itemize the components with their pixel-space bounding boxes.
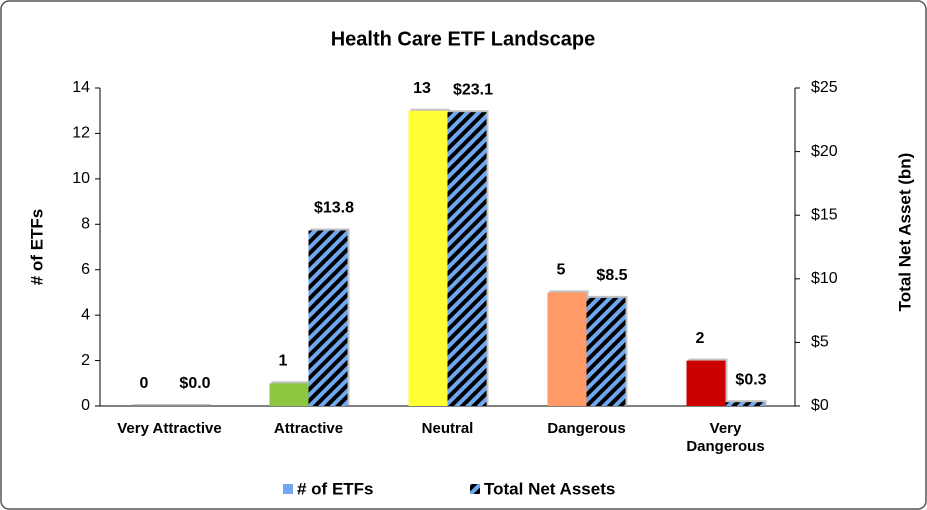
bar — [408, 110, 448, 406]
y2-tick-label: $10 — [811, 270, 838, 287]
data-label: $0.0 — [179, 375, 210, 392]
bar — [586, 297, 626, 406]
x-tick-label-box: Neutral — [421, 420, 474, 437]
x-tick-label: Dangerous — [547, 420, 626, 437]
data-label: 2 — [696, 330, 705, 347]
data-label: $13.8 — [314, 200, 354, 217]
x-tick-label: Neutral — [421, 420, 474, 437]
x-tick-label: Very Attractive — [117, 420, 222, 437]
y-tick-label: 4 — [81, 306, 90, 323]
data-label: 0 — [140, 375, 149, 392]
bar — [725, 402, 765, 406]
y-tick-label: 0 — [81, 397, 90, 414]
x-tick-label-box: Very Attractive — [117, 420, 222, 437]
data-label: $0.3 — [735, 371, 766, 388]
bar — [269, 383, 309, 406]
data-label: 1 — [279, 353, 288, 370]
data-label: 5 — [557, 262, 566, 279]
legend-swatch — [470, 484, 480, 494]
x-tick-label-box: Attractive — [273, 420, 344, 437]
y2-tick-label: $15 — [811, 206, 838, 223]
data-label: 13 — [413, 80, 431, 97]
y-axis-label: # of ETFs — [27, 209, 46, 286]
data-label: $8.5 — [596, 267, 627, 284]
bar-shadow — [171, 404, 211, 406]
y2-axis-label: Total Net Asset (bn) — [895, 153, 914, 312]
y-tick-label: 14 — [72, 79, 90, 96]
legend-label: # of ETFs — [297, 479, 374, 498]
y2-tick-label: $25 — [811, 79, 838, 96]
y-tick-label: 10 — [72, 170, 90, 187]
y-tick-label: 2 — [81, 352, 90, 369]
y2-tick-label: $5 — [811, 334, 829, 351]
y-tick-label: 6 — [81, 261, 90, 278]
y-tick-label: 8 — [81, 216, 90, 233]
bar — [447, 112, 487, 406]
y2-tick-label: $20 — [811, 143, 838, 160]
y2-tick-label: $0 — [811, 397, 829, 414]
bar — [308, 230, 348, 406]
x-tick-label-box: Very Dangerous — [686, 420, 765, 455]
bar — [686, 360, 726, 406]
legend-swatch — [283, 484, 293, 494]
bar-shadow — [132, 404, 172, 406]
x-tick-label: Very Dangerous — [686, 420, 765, 455]
data-label: $23.1 — [453, 81, 493, 98]
legend-label: Total Net Assets — [484, 479, 615, 498]
y-tick-label: 12 — [72, 125, 90, 142]
x-tick-label-box: Dangerous — [547, 420, 626, 437]
x-tick-label: Attractive — [273, 420, 344, 437]
chart-title: Health Care ETF Landscape — [331, 28, 596, 50]
bar — [547, 292, 587, 406]
